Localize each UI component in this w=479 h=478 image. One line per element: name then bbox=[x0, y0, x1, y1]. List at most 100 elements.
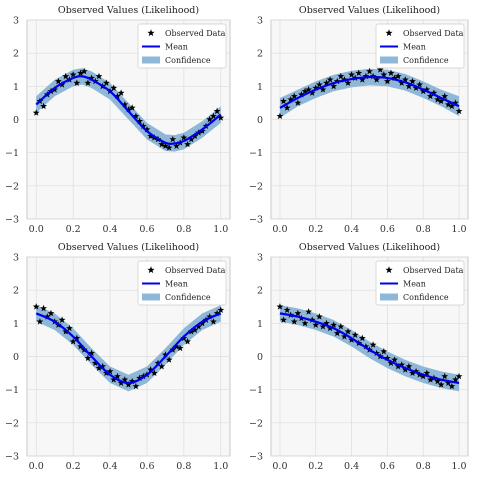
y-tick-label: −2 bbox=[249, 418, 263, 429]
observed-point bbox=[180, 134, 188, 141]
y-tick-label: 0 bbox=[13, 352, 19, 363]
legend-label: Confidence bbox=[165, 293, 211, 302]
observed-point bbox=[333, 329, 341, 337]
observed-point bbox=[147, 366, 155, 373]
observed-point bbox=[391, 356, 398, 363]
observed-point bbox=[441, 92, 449, 100]
observed-point bbox=[412, 367, 420, 375]
chart-title: Observed Values (Likelihood) bbox=[58, 242, 199, 253]
x-tick-label: 0.0 bbox=[29, 224, 44, 235]
y-tick-label: −3 bbox=[249, 452, 263, 463]
observed-point bbox=[315, 313, 323, 320]
legend-label: Confidence bbox=[165, 56, 211, 65]
x-tick-label: 0.0 bbox=[272, 461, 287, 472]
observed-point bbox=[114, 92, 121, 100]
observed-point bbox=[110, 84, 118, 91]
observed-point bbox=[301, 87, 309, 95]
y-tick-label: −1 bbox=[5, 148, 19, 159]
legend-label: Confidence bbox=[403, 293, 449, 302]
legend-confidence-swatch bbox=[142, 56, 160, 64]
observed-point bbox=[73, 334, 81, 342]
observed-point bbox=[209, 112, 217, 120]
observed-point bbox=[77, 342, 84, 350]
observed-point bbox=[125, 381, 132, 388]
x-tick-label: 0.6 bbox=[139, 224, 154, 235]
observed-point bbox=[423, 86, 431, 93]
legend: Observed Data Mean Confidence bbox=[137, 23, 227, 69]
observed-point bbox=[452, 376, 459, 383]
observed-point bbox=[301, 319, 309, 327]
chart-title: Observed Values (Likelihood) bbox=[58, 5, 199, 16]
observed-point bbox=[287, 96, 295, 103]
observed-point bbox=[366, 67, 373, 75]
observed-point bbox=[117, 89, 125, 96]
observed-point bbox=[117, 379, 125, 386]
observed-point bbox=[305, 86, 313, 93]
legend-label: Confidence bbox=[403, 56, 449, 65]
x-tick-label: 0.4 bbox=[344, 224, 359, 235]
observed-point bbox=[387, 69, 395, 76]
legend-label: Mean bbox=[403, 43, 426, 52]
observed-point bbox=[47, 309, 55, 317]
observed-point bbox=[430, 89, 438, 96]
observed-point bbox=[32, 303, 40, 310]
observed-point bbox=[344, 79, 352, 86]
legend-label: Mean bbox=[165, 280, 188, 289]
observed-point bbox=[209, 318, 217, 325]
observed-point bbox=[383, 77, 391, 85]
observed-point bbox=[95, 72, 103, 80]
legend-confidence-swatch bbox=[142, 293, 160, 301]
observed-point bbox=[455, 372, 463, 380]
legend-confidence-swatch bbox=[380, 293, 398, 301]
legend-label: Observed Data bbox=[165, 266, 226, 275]
legend-observed-marker bbox=[385, 266, 393, 274]
observed-point bbox=[136, 117, 143, 125]
observed-point bbox=[121, 376, 129, 383]
observed-point bbox=[315, 81, 323, 88]
observed-point bbox=[423, 369, 431, 376]
y-tick-label: 0 bbox=[257, 352, 263, 363]
y-tick-label: 3 bbox=[257, 16, 263, 27]
y-tick-label: 1 bbox=[13, 82, 19, 93]
x-tick-label: 1.0 bbox=[451, 461, 466, 472]
observed-point bbox=[405, 82, 413, 90]
y-tick-label: −3 bbox=[249, 215, 263, 226]
observed-point bbox=[455, 107, 463, 115]
observed-point bbox=[369, 341, 377, 348]
observed-point bbox=[161, 351, 169, 358]
observed-point bbox=[441, 372, 449, 380]
observed-point bbox=[217, 114, 225, 121]
x-tick-label: 1.0 bbox=[213, 224, 228, 235]
observed-point bbox=[147, 132, 155, 139]
y-tick-label: 3 bbox=[13, 16, 19, 27]
y-tick-label: 3 bbox=[257, 253, 263, 264]
observed-point bbox=[132, 112, 140, 120]
x-tick-label: 0.6 bbox=[380, 461, 395, 472]
chart-panel-2: 0.0 0.2 0.4 0.6 0.8 1.0 −3 −2 −1 0 1 2 3 Observed Val… bbox=[249, 5, 469, 235]
observed-point bbox=[69, 337, 77, 345]
y-tick-label: 2 bbox=[13, 286, 19, 297]
observed-point bbox=[362, 72, 370, 80]
observed-point bbox=[312, 321, 320, 328]
observed-point bbox=[308, 89, 316, 96]
legend-label: Mean bbox=[403, 280, 426, 289]
observed-point bbox=[206, 313, 214, 320]
observed-point bbox=[298, 91, 305, 98]
observed-point bbox=[91, 359, 99, 367]
observed-point bbox=[348, 71, 356, 78]
chart-panel-4: 0.0 0.2 0.4 0.6 0.8 1.0 −3 −2 −1 0 1 2 3 Observed Val… bbox=[249, 242, 469, 472]
x-tick-label: 0.8 bbox=[416, 224, 431, 235]
observed-point bbox=[69, 71, 77, 78]
y-tick-label: 1 bbox=[13, 319, 19, 330]
observed-point bbox=[319, 323, 327, 330]
observed-point bbox=[319, 86, 327, 93]
mean-line bbox=[279, 312, 460, 385]
legend: Observed Data Mean Confidence bbox=[375, 260, 465, 306]
y-tick-label: 2 bbox=[257, 286, 263, 297]
observed-point bbox=[409, 369, 416, 376]
observed-point bbox=[143, 125, 151, 133]
observed-point bbox=[110, 376, 118, 383]
legend: Observed Data Mean Confidence bbox=[375, 23, 465, 69]
observed-point bbox=[77, 69, 84, 76]
